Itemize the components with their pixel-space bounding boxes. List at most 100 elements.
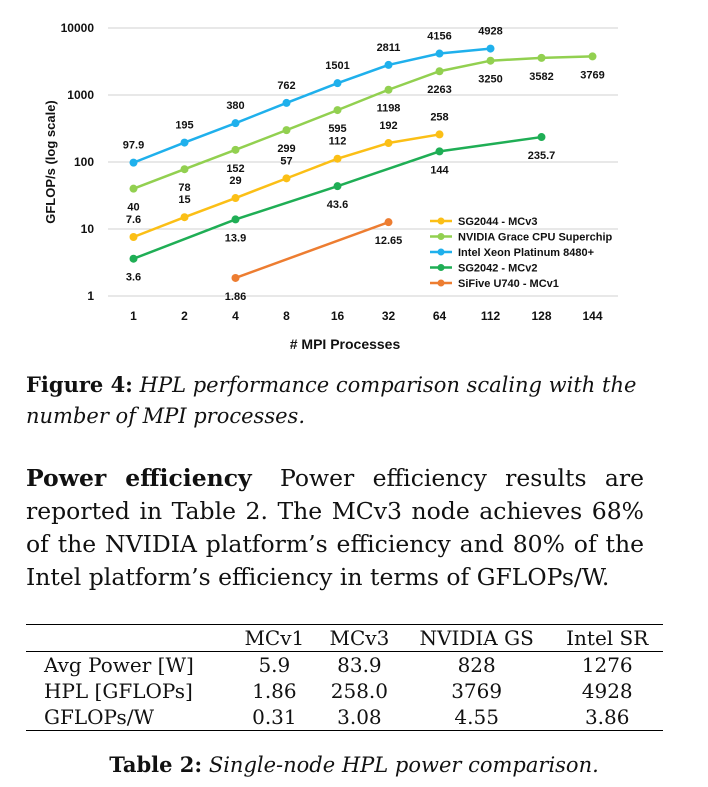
y-tick-label: 1000 bbox=[67, 88, 94, 102]
data-label: 2811 bbox=[377, 42, 401, 54]
legend-label: SiFive U740 - MCv1 bbox=[458, 278, 559, 290]
data-point bbox=[486, 44, 495, 53]
x-tick-label: 16 bbox=[331, 309, 345, 323]
table-row-label: HPL [GFLOPs] bbox=[44, 679, 193, 703]
legend-marker bbox=[437, 248, 445, 256]
y-axis-label: GFLOP/s (log scale) bbox=[43, 100, 58, 224]
table-header-row: MCv1 MCv3 NVIDIA GS Intel SR bbox=[26, 624, 663, 652]
chart-series: 7.6 15 29 57 112 192 258 40 78 152 299 595 1198 2263 3… bbox=[123, 26, 605, 303]
data-label: 4928 bbox=[478, 26, 502, 38]
data-point bbox=[486, 56, 495, 65]
data-label: 380 bbox=[226, 100, 244, 112]
x-axis-ticks: 1 2 4 8 16 32 64 112 128 144 bbox=[130, 309, 603, 323]
table-row: HPL [GFLOPs] 1.86 258.0 3769 4928 bbox=[26, 678, 663, 704]
figure-caption-label: Figure 4: bbox=[26, 372, 133, 397]
x-axis-label: # MPI Processes bbox=[290, 336, 401, 352]
data-label: 43.6 bbox=[327, 199, 348, 211]
data-label: 7.6 bbox=[126, 214, 141, 226]
data-label: 1501 bbox=[325, 60, 349, 72]
table-cell: 258.0 bbox=[330, 679, 389, 703]
table-caption-text: Single-node HPL power comparison. bbox=[208, 753, 599, 777]
series-2: 97.9 195 380 762 1501 2811 4156 4928 bbox=[123, 26, 503, 167]
table-cell: 3769 bbox=[451, 679, 503, 703]
data-point bbox=[180, 213, 189, 222]
data-point bbox=[129, 158, 138, 167]
data-label: 3582 bbox=[529, 71, 553, 83]
table-row: GFLOPs/W 0.31 3.08 4.55 3.86 bbox=[26, 704, 663, 731]
table-caption: Table 2: Single-node HPL power compariso… bbox=[0, 752, 708, 777]
series-0: 7.6 15 29 57 112 192 258 bbox=[126, 111, 449, 241]
power-comparison-table: MCv1 MCv3 NVIDIA GS Intel SR Avg Power [… bbox=[26, 624, 663, 731]
table-header-cell: Intel SR bbox=[566, 626, 649, 650]
data-label: 299 bbox=[277, 143, 295, 155]
data-label: 3250 bbox=[478, 74, 502, 86]
data-point bbox=[333, 79, 342, 88]
data-label: 144 bbox=[430, 164, 449, 176]
data-point bbox=[333, 106, 342, 115]
data-label: 1198 bbox=[377, 103, 401, 115]
data-point bbox=[537, 53, 546, 62]
data-point bbox=[588, 52, 597, 61]
figure-caption-text: HPL performance comparison scaling with … bbox=[26, 373, 637, 428]
series-line bbox=[133, 47, 491, 164]
series-line bbox=[235, 220, 389, 280]
data-label: 57 bbox=[280, 155, 292, 167]
data-label: 195 bbox=[175, 120, 193, 132]
data-label: 13.9 bbox=[225, 232, 246, 244]
data-point bbox=[129, 184, 138, 193]
data-label: 258 bbox=[430, 111, 448, 123]
x-tick-label: 1 bbox=[130, 309, 137, 323]
data-point bbox=[231, 145, 240, 154]
legend-marker bbox=[437, 279, 445, 287]
data-point bbox=[180, 138, 189, 147]
data-label: 15 bbox=[178, 194, 190, 206]
data-point bbox=[231, 194, 240, 203]
legend-label: SG2042 - MCv2 bbox=[458, 263, 537, 275]
legend-marker bbox=[437, 264, 445, 271]
table-cell: 828 bbox=[457, 653, 496, 677]
data-point bbox=[333, 154, 342, 163]
y-axis-ticks: 1 10 100 1000 10000 bbox=[61, 21, 95, 303]
data-point bbox=[333, 182, 342, 191]
table-cell: 1.86 bbox=[252, 679, 297, 703]
data-label: 112 bbox=[329, 136, 347, 148]
x-tick-label: 64 bbox=[433, 309, 447, 323]
data-point bbox=[282, 126, 291, 135]
data-point bbox=[435, 147, 444, 156]
hpl-scaling-chart: 1 10 100 1000 10000 1 2 4 8 16 32 64 112 128 144 GFLO… bbox=[43, 21, 618, 352]
series-3: 3.6 13.9 43.6 144 235.7 bbox=[126, 133, 555, 284]
x-tick-label: 144 bbox=[582, 309, 602, 323]
data-label: 29 bbox=[229, 175, 241, 187]
legend-marker bbox=[437, 233, 445, 240]
table-cell: 83.9 bbox=[337, 653, 382, 677]
table-cell: 3.86 bbox=[584, 705, 630, 729]
data-point bbox=[180, 165, 189, 174]
series-4: 1.86 12.65 bbox=[225, 218, 402, 303]
table-cell: 0.31 bbox=[252, 705, 297, 729]
x-tick-label: 112 bbox=[481, 309, 501, 323]
chart-legend: SG2044 - MCv3 NVIDIA Grace CPU Superchip I… bbox=[430, 216, 613, 290]
data-label: 595 bbox=[328, 123, 346, 135]
data-point bbox=[129, 254, 138, 263]
table-header-cell bbox=[26, 625, 232, 652]
paragraph-heading: Power efficiency bbox=[26, 464, 252, 492]
data-point bbox=[435, 49, 444, 58]
table-caption-label: Table 2: bbox=[109, 752, 203, 777]
data-label: 235.7 bbox=[528, 150, 556, 162]
chart-gridlines bbox=[108, 27, 618, 297]
figure-caption: Figure 4: HPL performance comparison sca… bbox=[26, 369, 666, 432]
data-label: 192 bbox=[379, 120, 397, 132]
table-header-cell: MCv3 bbox=[329, 626, 390, 650]
data-point bbox=[129, 232, 138, 241]
data-point bbox=[384, 85, 393, 94]
legend-label: NVIDIA Grace CPU Superchip bbox=[458, 232, 613, 244]
series-1: 40 78 152 299 595 1198 2263 3250 3582 3769 bbox=[127, 52, 605, 214]
data-label: 762 bbox=[277, 80, 295, 92]
data-point bbox=[435, 130, 444, 139]
y-tick-label: 100 bbox=[74, 155, 94, 169]
data-point bbox=[231, 215, 240, 224]
legend-label: SG2044 - MCv3 bbox=[458, 216, 537, 228]
data-label: 78 bbox=[178, 182, 190, 194]
table-cell: 4928 bbox=[581, 679, 633, 703]
data-label: 97.9 bbox=[123, 140, 144, 152]
